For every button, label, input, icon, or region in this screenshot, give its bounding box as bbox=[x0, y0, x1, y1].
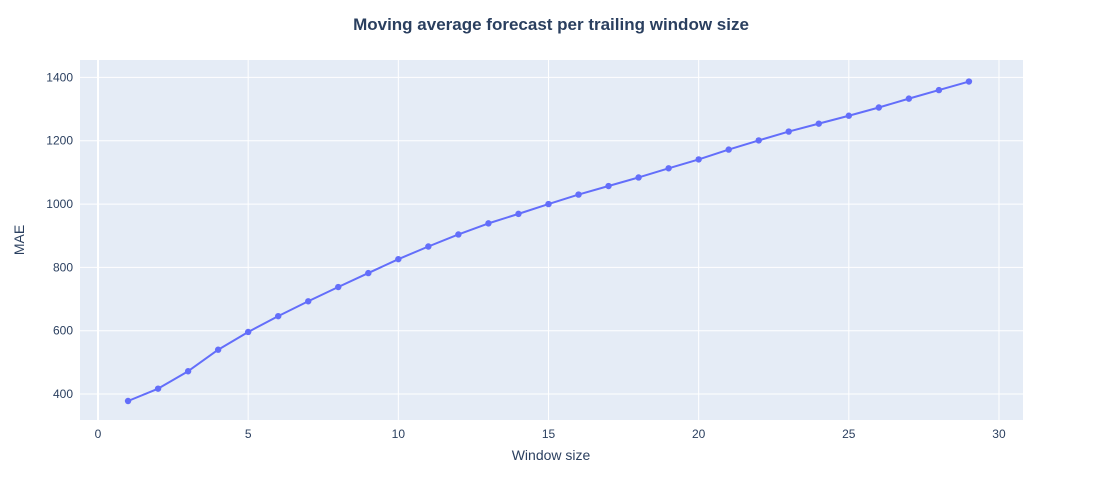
data-point bbox=[154, 385, 162, 392]
y-tick-label: 600 bbox=[53, 324, 73, 338]
data-point bbox=[605, 182, 612, 190]
x-axis-title: Window size bbox=[512, 447, 591, 463]
y-tick-label: 1200 bbox=[46, 134, 73, 148]
data-point bbox=[875, 104, 883, 111]
x-tick-label: 25 bbox=[842, 427, 856, 441]
data-point bbox=[455, 231, 462, 238]
y-tick-label: 1000 bbox=[46, 197, 73, 211]
data-point bbox=[275, 312, 282, 320]
data-point bbox=[725, 146, 732, 153]
data-point bbox=[395, 255, 402, 263]
data-point bbox=[214, 346, 222, 353]
data-point bbox=[485, 220, 492, 227]
series-layer bbox=[124, 78, 973, 405]
data-point bbox=[365, 269, 372, 277]
x-gridlines bbox=[97, 60, 1000, 420]
chart-title: Moving average forecast per trailing win… bbox=[353, 15, 749, 34]
data-point bbox=[695, 156, 702, 163]
data-point bbox=[905, 95, 913, 102]
data-point bbox=[815, 120, 822, 127]
y-gridlines bbox=[80, 76, 1023, 395]
y-tick-label: 800 bbox=[53, 260, 73, 274]
y-tick-label: 400 bbox=[53, 387, 73, 401]
data-point bbox=[184, 368, 192, 375]
data-point bbox=[515, 210, 522, 218]
x-tick-label: 30 bbox=[992, 427, 1006, 441]
x-tick-label: 20 bbox=[692, 427, 706, 441]
data-point bbox=[785, 128, 792, 135]
data-point bbox=[335, 283, 342, 291]
data-point bbox=[665, 165, 672, 172]
x-tick-labels: 0 5 10 15 20 25 30 bbox=[95, 427, 1006, 441]
data-point bbox=[305, 298, 312, 305]
x-tick-label: 10 bbox=[392, 427, 406, 441]
y-tick-label: 1400 bbox=[46, 70, 73, 84]
data-point bbox=[845, 112, 853, 119]
x-tick-label: 5 bbox=[245, 427, 252, 441]
plot-area bbox=[80, 60, 1023, 420]
data-point bbox=[545, 200, 552, 208]
data-point bbox=[635, 174, 642, 181]
y-tick-labels: 400 600 800 1000 1200 1400 bbox=[46, 70, 73, 401]
x-tick-label: 0 bbox=[95, 427, 102, 441]
data-point bbox=[575, 191, 582, 198]
data-point bbox=[124, 397, 132, 405]
data-point bbox=[755, 137, 762, 144]
x-tick-label: 15 bbox=[542, 427, 556, 441]
data-point bbox=[244, 328, 252, 336]
data-point bbox=[965, 78, 973, 85]
data-point bbox=[425, 243, 432, 250]
data-point bbox=[935, 86, 943, 94]
y-axis-title: MAE bbox=[11, 225, 27, 255]
